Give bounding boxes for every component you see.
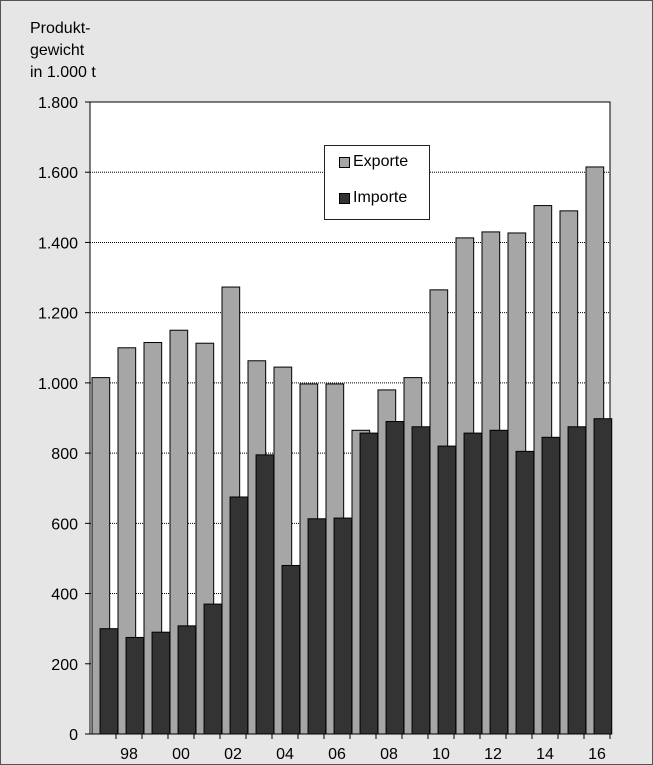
legend-item-importe: Importe — [339, 189, 407, 207]
x-tick-label: 08 — [380, 746, 398, 763]
legend-label-exporte: Exporte — [353, 153, 409, 170]
bar-importe — [567, 426, 587, 735]
bar-importe — [515, 450, 535, 735]
y-axis-label-line-2: gewicht — [30, 42, 85, 59]
y-axis-label-line-1: Produkt- — [30, 20, 91, 37]
y-tick-label: 0 — [69, 727, 78, 744]
bar-importe — [99, 628, 119, 735]
bar-importe — [541, 436, 561, 735]
bar-importe — [229, 496, 249, 735]
x-tick-label: 16 — [588, 746, 606, 763]
y-tick-label: 600 — [51, 516, 78, 533]
x-tick-label: 02 — [224, 746, 242, 763]
bar-importe — [151, 631, 171, 735]
bar-importe — [255, 454, 275, 735]
y-tick-label: 800 — [51, 446, 78, 463]
x-tick-label: 04 — [276, 746, 294, 763]
x-tick-label: 98 — [120, 746, 138, 763]
y-tick-label: 200 — [51, 657, 78, 674]
y-tick-label: 1.000 — [38, 376, 78, 393]
y-tick-label: 1.600 — [38, 165, 78, 182]
bar-importe — [281, 564, 301, 735]
bar-importe — [333, 517, 353, 735]
y-tick-label: 400 — [51, 587, 78, 604]
legend-label-importe: Importe — [353, 189, 408, 206]
y-tick-label: 1.400 — [38, 235, 78, 252]
legend-swatch-importe — [339, 192, 350, 204]
legend: Exporte Importe — [324, 145, 430, 220]
bar-importe — [411, 426, 431, 735]
bar-importe — [177, 625, 197, 735]
bar-importe — [437, 445, 457, 735]
x-tick-label: 10 — [432, 746, 450, 763]
legend-item-exporte: Exporte — [339, 153, 408, 171]
x-tick-label: 00 — [172, 746, 190, 763]
y-tick-label: 1.800 — [38, 95, 78, 112]
bar-importe — [385, 421, 405, 735]
bar-importe — [203, 603, 223, 735]
bar-importe — [125, 636, 145, 735]
bar-importe — [307, 518, 327, 735]
y-axis-label-line-3: in 1.000 t — [30, 64, 96, 81]
bar-importe — [463, 432, 483, 735]
x-tick-label: 14 — [536, 746, 554, 763]
bar-importe — [593, 418, 613, 735]
x-tick-label: 12 — [484, 746, 502, 763]
bar-importe — [489, 429, 509, 735]
y-tick-label: 1.200 — [38, 306, 78, 323]
legend-swatch-exporte — [339, 156, 350, 168]
x-tick-label: 06 — [328, 746, 346, 763]
bar-importe — [359, 432, 379, 735]
